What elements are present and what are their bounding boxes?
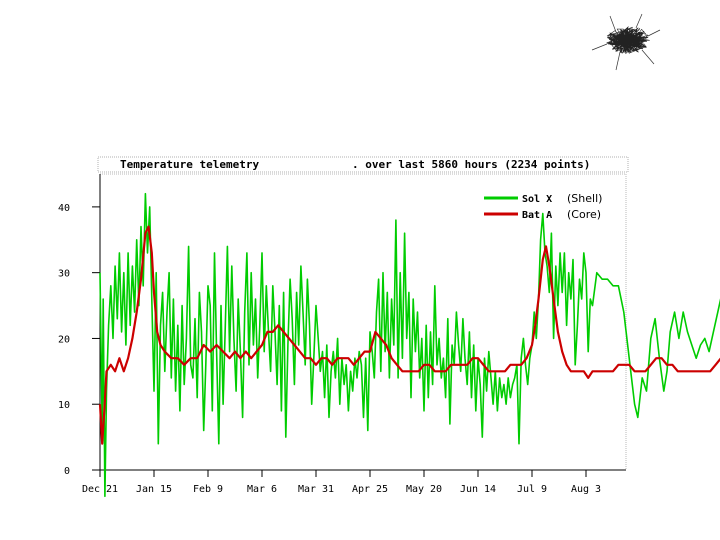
logo-ray [635, 13, 643, 29]
y-tick-label: 10 [58, 400, 70, 411]
logo-ray [615, 51, 621, 71]
logo-ray [647, 29, 661, 37]
x-tick-label: Jul 9 [517, 484, 547, 495]
title-band [97, 156, 629, 173]
x-tick-label: Jan 15 [136, 484, 172, 495]
y-tick-label: 30 [58, 269, 70, 280]
scribble-logo-icon [591, 13, 661, 71]
y-tick-label: 20 [58, 334, 70, 345]
x-tick-label: May 20 [406, 484, 442, 495]
x-tick-label: Mar 31 [298, 484, 334, 495]
series-layer [98, 192, 720, 498]
legend-note-bat-a: (Core) [567, 208, 601, 221]
x-tick-label: Dec 21 [82, 484, 118, 495]
logo-ray [641, 49, 655, 65]
x-tick-label: Mar 6 [247, 484, 277, 495]
x-tick-label: Apr 25 [352, 484, 388, 495]
chart-subtitle: . over last 5860 hours (2234 points) [352, 158, 590, 171]
legend-label-sol-x: Sol X [522, 194, 552, 205]
x-tick-label: Feb 9 [193, 484, 223, 495]
legend: Sol X (Shell) Bat A (Core) [484, 192, 602, 221]
logo-ray [609, 15, 617, 33]
logo-scribble [606, 26, 650, 55]
x-axis: Dec 21 Jan 15 Feb 9 Mar 6 Mar 31 Apr 25 May 20… [82, 469, 626, 495]
legend-note-sol-x: (Shell) [567, 192, 602, 205]
series-line-bat-a [98, 225, 720, 445]
y-tick-label: 0 [64, 466, 70, 477]
legend-label-bat-a: Bat A [522, 210, 552, 221]
y-tick-label: 40 [58, 203, 70, 214]
series-line-sol-x [99, 192, 720, 498]
x-tick-label: Jun 14 [460, 484, 496, 495]
x-tick-label: Aug 3 [571, 484, 601, 495]
y-axis: 0 10 20 30 40 [58, 174, 101, 477]
chart-title: Temperature telemetry [120, 158, 259, 171]
logo-ray [591, 43, 608, 51]
